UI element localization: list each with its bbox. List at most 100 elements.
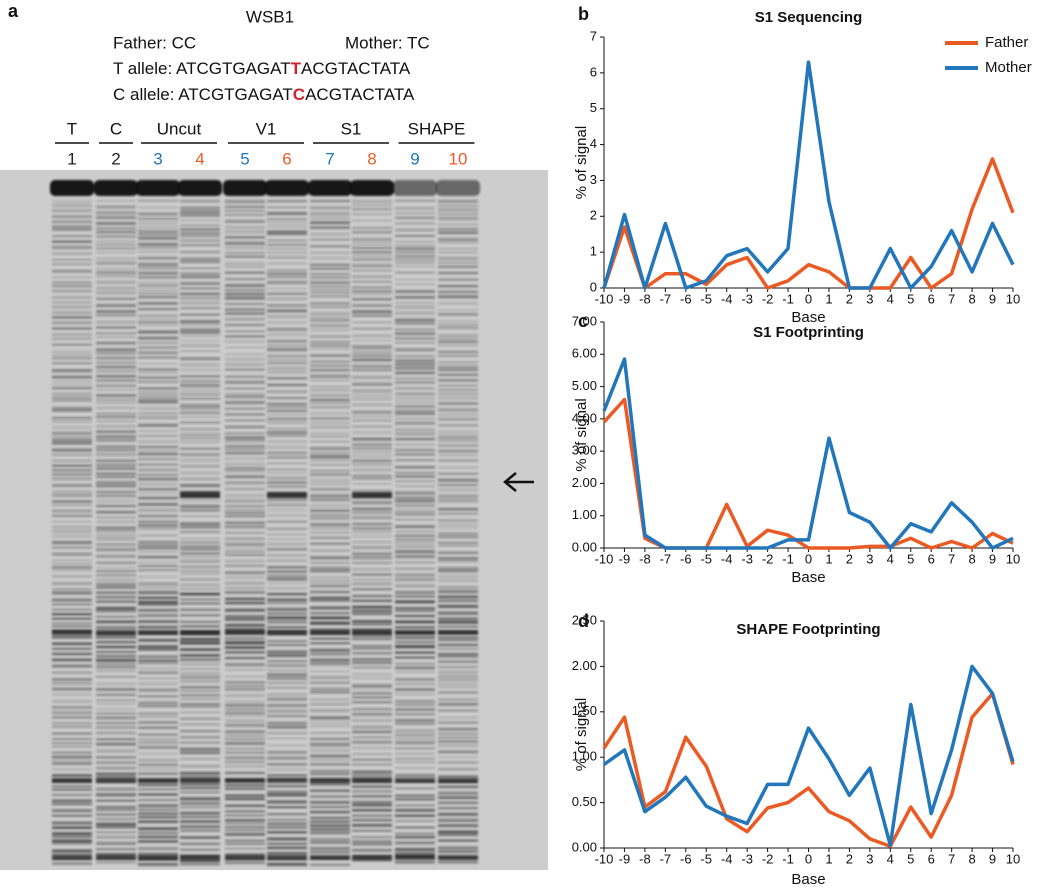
gel-band [352,389,392,393]
gel-band [438,256,478,261]
gel-band [52,849,92,853]
gel-band [96,636,136,639]
gel-band [138,463,178,466]
gel-band [438,716,478,720]
gel-band [438,656,478,658]
gel-band [225,230,265,234]
gel-band [225,353,265,356]
gel-band [395,271,435,274]
gel-band [310,737,350,741]
x-tick-label: 10 [1006,291,1020,306]
gel-band [52,862,92,865]
gel-band [352,790,392,793]
gel-band [267,592,307,596]
gel-band [310,841,350,844]
gel-band [395,578,435,582]
gel-band [395,200,435,202]
allele-suffix: ACGTACTATA [305,85,415,104]
gel-band [180,296,220,300]
gel-band [395,348,435,352]
gel-band [310,769,350,773]
gel-band [310,670,350,673]
x-axis-label: Base [791,871,825,888]
x-tick-label: -4 [721,291,733,306]
allele-snp: C [293,85,305,104]
gel-band [180,836,220,839]
gel-band [96,670,136,672]
gel-band [395,826,435,829]
gel-band [310,455,350,459]
gel-band [267,445,307,449]
gel-band [310,596,350,600]
gel-band [352,375,392,379]
gel-band [138,659,178,662]
gel-band [352,634,392,638]
x-tick-label: 6 [928,851,935,866]
gel-band [96,430,136,434]
gel-band [180,339,220,343]
gel-band [96,326,136,329]
gel-band [180,200,220,203]
y-tick-label: 0.00 [572,839,597,854]
gel-band [438,551,478,554]
gel-band [310,661,350,665]
gel-band [180,764,220,768]
gel-band [138,788,178,791]
gel-band [267,321,307,324]
gel-band [352,293,392,295]
gel-band [138,520,178,524]
gel-band [438,223,478,226]
father-genotype: Father: CC [113,33,196,52]
gel-band [267,612,307,615]
gel-band [395,630,435,635]
gel-band [138,820,178,824]
gel-band [267,344,307,347]
gel-band [180,697,220,700]
gel-band [52,353,92,357]
gel-band [438,791,478,795]
gel-band [180,668,220,670]
lane-group-label: T [67,119,77,138]
gel-band [180,829,220,832]
gel-band [310,302,350,305]
gel-band [225,564,265,567]
gel-band [180,498,220,502]
gel-band [52,434,92,439]
gel-band [138,200,178,202]
gel-band [138,862,178,866]
gel-band [395,484,435,488]
gel-band [310,216,350,219]
gel-band [180,790,220,794]
series-line [602,60,1015,290]
gel-band [180,471,220,475]
gel-band [52,245,92,250]
gel-band [310,773,350,775]
gel-band [395,409,435,413]
gel-band [310,315,350,319]
gel-band [138,376,178,379]
gel-band [180,541,220,544]
gel-band [438,384,478,387]
gel-band [395,640,435,644]
lane-group-label: V1 [256,119,277,138]
gel-band [267,481,307,484]
gel-band [138,544,178,548]
gel-band [395,666,435,670]
gel-band [310,389,350,392]
gel-band [395,737,435,741]
gel-band [52,400,92,402]
gel-band [138,317,178,320]
gel-band [225,439,265,443]
gel-band [310,267,350,270]
gel-band [225,246,265,250]
gel-band [225,400,265,405]
gel-band [395,787,435,790]
gel-band [352,410,392,414]
gel-band [225,241,265,245]
gel-band [225,681,265,684]
gel-band [438,839,478,842]
gel-band [352,763,392,766]
gel-band [96,384,136,387]
x-tick-label: 10 [1006,851,1020,866]
gel-band [138,603,178,606]
